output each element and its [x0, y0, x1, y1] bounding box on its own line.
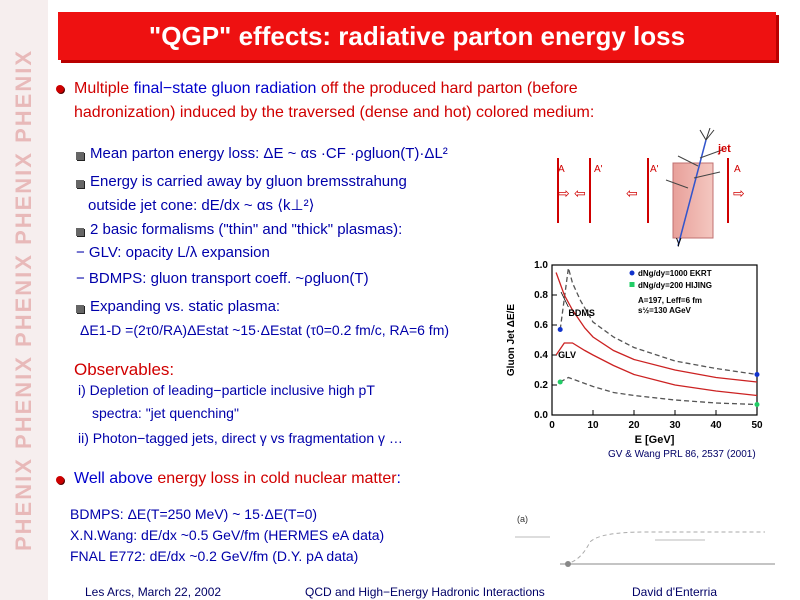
annotation-params: A=197, Leff=6 fm	[638, 296, 702, 305]
y-tick-label: 0.8	[534, 290, 548, 301]
bullet1-line2: hadronization) induced by the traversed …	[74, 104, 595, 121]
figure-curve	[564, 531, 765, 565]
annotation-glv: GLV	[558, 350, 576, 360]
jet-spray-3	[705, 128, 711, 141]
medium-diagram: A A' A' A ⇨ ⇦ ⇦ ⇨ jet γ	[557, 128, 745, 247]
jet-label: jet	[717, 143, 731, 155]
bottom-right-figure: (a)	[515, 514, 775, 567]
x-axis-label: E [GeV]	[635, 434, 675, 446]
y-tick-label: 1.0	[534, 260, 548, 271]
cold-line1: BDMPS: ΔE(T=250 MeV) ~ 15·ΔE(T=0)	[70, 506, 318, 522]
bullet2-highlight: energy loss in cold nuclear matter	[157, 470, 397, 487]
series-line-3	[555, 342, 758, 397]
series-line-1	[559, 376, 758, 406]
arrow-left-icon: ⇦	[574, 185, 586, 201]
slide-title-bar: "QGP" effects: radiative parton energy l…	[58, 12, 776, 60]
gluon-line-2	[693, 171, 721, 179]
sub3-line2: − GLV: opacity L/λ expansion	[76, 244, 270, 261]
square-bullet-icon	[76, 152, 84, 160]
y-tick-label: 0.4	[534, 350, 548, 361]
label-a3: A'	[650, 164, 659, 175]
legend-marker-ekrt	[629, 270, 635, 276]
cold-line3: FNAL E772: dE/dx ~0.2 GeV/fm (D.Y. pA da…	[70, 548, 359, 564]
x-tick-label: 20	[628, 420, 640, 431]
footer-location-date: Les Arcs, March 22, 2002	[85, 585, 222, 599]
obs2-text: ii) Photon−tagged jets, direct γ vs frag…	[78, 430, 403, 446]
bullet-icon	[56, 476, 64, 484]
cold-line2: X.N.Wang: dE/dx ~0.5 GeV/fm (HERMES eA d…	[70, 527, 385, 543]
x-tick-label: 0	[549, 420, 555, 431]
data-point	[754, 372, 760, 377]
square-bullet-icon	[76, 305, 84, 313]
bullet-icon	[56, 85, 64, 93]
medium-slab	[672, 162, 714, 239]
sub3-line1: 2 basic formalisms ("thin" and "thick" p…	[90, 221, 403, 238]
gamma-label: γ	[676, 235, 682, 247]
annotation-arrow	[560, 291, 569, 308]
bullet1-part1: Multiple	[74, 80, 134, 97]
energy-loss-chart: 0 10 20 30 40 50 0.0 0.2 0.4 0.6 0.8 1.0 E [GeV] Gluo…	[506, 260, 763, 446]
x-tick-label: 30	[669, 420, 681, 431]
footer-author: David d'Enterria	[632, 585, 717, 599]
data-point	[557, 327, 563, 332]
legend-marker-hijing	[629, 282, 635, 287]
phenix-watermark-sidebar: PHENIX PHENIX PHENIX PHENIX PHENIX	[0, 0, 48, 600]
gluon-line-4	[699, 149, 723, 159]
bullet2-part3: :	[396, 470, 401, 487]
series-line-2	[555, 272, 758, 383]
label-a1: A	[558, 164, 565, 175]
y-tick-label: 0.0	[534, 410, 548, 421]
x-tick-label: 50	[751, 420, 763, 431]
legend-label-ekrt: dNg/dy=1000 EKRT	[638, 269, 712, 278]
bullet1-part3: off the produced hard parton (before	[316, 80, 578, 97]
arrow-right-icon: ⇨	[558, 185, 570, 201]
sub4-line2: ΔE1-D =(2τ0/RA)ΔEstat ~15·ΔEstat (τ0=0.2…	[80, 322, 450, 338]
bullet1-highlight: final−state gluon radiation	[133, 80, 317, 97]
series-line-0	[559, 267, 758, 376]
slide-title: "QGP" effects: radiative parton energy l…	[148, 20, 686, 51]
obs1-line1: i) Depletion of leading−particle inclusi…	[78, 382, 375, 398]
y-tick-label: 0.2	[534, 380, 548, 391]
jet-spray	[705, 129, 715, 141]
arrow-right-icon-2: ⇨	[733, 185, 745, 201]
obs1-line2: spectra: "jet quenching"	[92, 405, 239, 421]
y-axis-label: Gluon Jet ΔE/E	[506, 304, 517, 377]
gluon-line	[665, 179, 689, 189]
y-tick-label: 0.6	[534, 320, 548, 331]
data-point	[557, 379, 563, 385]
chart-citation: GV & Wang PRL 86, 2537 (2001)	[608, 449, 756, 460]
observables-heading: Observables:	[74, 360, 175, 379]
square-bullet-icon	[76, 180, 84, 188]
figure-marker	[565, 561, 571, 567]
figure-label-a: (a)	[517, 514, 528, 524]
sub1-text: Mean parton energy loss: ΔE ~ αs ·CF ·ρg…	[90, 145, 448, 162]
annotation-energy: s½=130 AGeV	[638, 306, 692, 315]
x-tick-label: 10	[587, 420, 599, 431]
label-a2: A'	[594, 164, 603, 175]
jet-spray-2	[699, 129, 707, 141]
sub2-line1: Energy is carried away by gluon bremsstr…	[90, 173, 407, 190]
x-tick-label: 40	[710, 420, 722, 431]
square-bullet-icon	[76, 228, 84, 236]
bullet2-part1: Well above	[74, 470, 158, 487]
arrow-left-icon-2: ⇦	[626, 185, 638, 201]
data-point	[754, 402, 760, 407]
annotation-bdms: BDMS	[568, 308, 595, 318]
bullet2-line: Well above energy loss in cold nuclear m…	[74, 470, 401, 488]
gluon-line-3	[677, 155, 699, 167]
plot-frame	[551, 264, 758, 416]
sub4-line1: Expanding vs. static plasma:	[90, 298, 281, 315]
sub3-line3: − BDMPS: gluon transport coeff. ~ρgluon(…	[76, 270, 369, 287]
legend-label-hijing: dNg/dy=200 HIJING	[638, 281, 712, 290]
footer-conference: QCD and High−Energy Hadronic Interaction…	[305, 585, 545, 599]
label-a4: A	[734, 164, 741, 175]
bullet1-line1: Multiple final−state gluon radiation off…	[74, 80, 578, 98]
watermark-text: PHENIX PHENIX PHENIX PHENIX PHENIX	[11, 49, 36, 551]
sub2-line2: outside jet cone: dE/dx ~ αs ⟨k⊥²⟩	[88, 197, 315, 214]
